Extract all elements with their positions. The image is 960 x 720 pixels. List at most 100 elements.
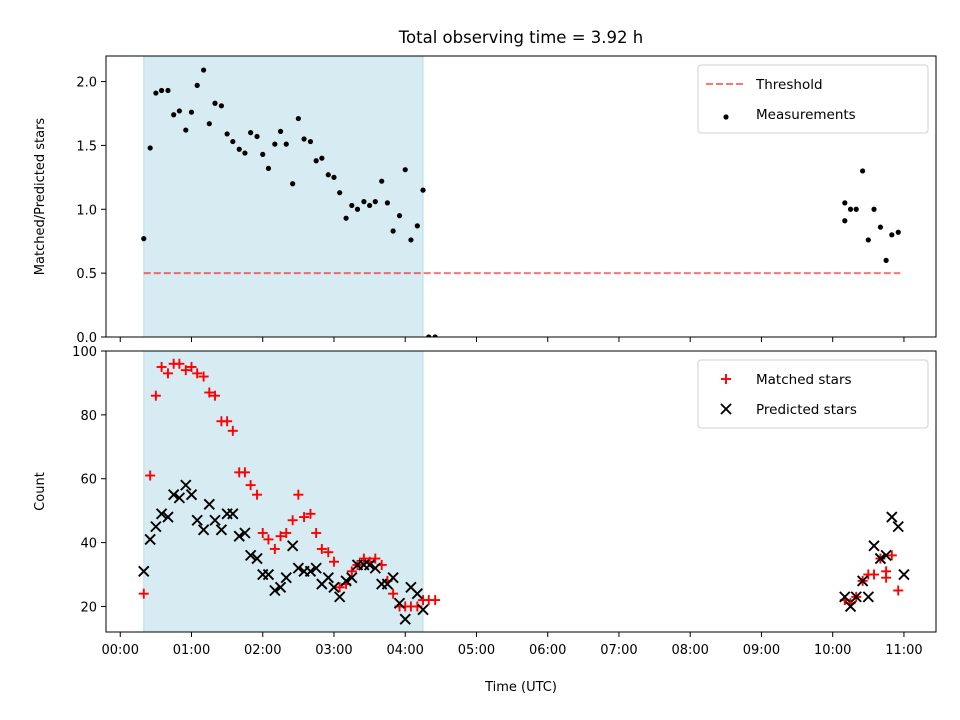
predicted-star-point <box>168 489 180 501</box>
y-tick-label: 1.0 <box>76 203 97 218</box>
legend-box <box>697 359 929 429</box>
predicted-star-point <box>150 520 162 533</box>
matched-star-point <box>881 572 892 583</box>
measurement-point <box>337 190 343 196</box>
matched-star-point <box>328 556 339 567</box>
predicted-star-point <box>399 613 411 625</box>
matched-star-point <box>275 531 286 542</box>
predicted-star-point <box>334 591 346 603</box>
matched-star-point <box>257 528 268 539</box>
predicted-star-point <box>162 511 174 523</box>
measurement-point <box>354 206 361 212</box>
y-tick-label: 1.5 <box>76 139 97 154</box>
predicted-star-point <box>892 520 904 533</box>
measurement-point <box>183 127 189 133</box>
predicted-star-point <box>173 492 186 504</box>
x-tick-label: 08:00 <box>671 643 708 658</box>
matched-star-point <box>869 569 880 580</box>
matched-star-point <box>150 390 161 401</box>
predicted-star-point <box>180 479 192 491</box>
matched-star-point <box>145 470 156 481</box>
y-tick-label: 40 <box>80 537 97 552</box>
predicted-star-point <box>417 603 429 616</box>
measurement-point <box>414 223 420 229</box>
predicted-star-point <box>138 565 150 578</box>
matched-star-point <box>370 553 381 564</box>
measurement-point <box>277 128 284 134</box>
measurement-point <box>432 334 438 337</box>
predicted-star-point <box>286 540 299 552</box>
predicted-star-point <box>262 568 275 581</box>
matched-star-point <box>886 550 897 561</box>
matched-star-point <box>287 515 298 526</box>
measurement-point <box>889 232 895 238</box>
predicted-star-point <box>393 597 406 609</box>
observing-window-band <box>143 56 424 337</box>
predicted-star-point <box>346 572 358 584</box>
legend: Matched stars Predicted stars <box>697 359 929 429</box>
measurement-point <box>384 200 391 206</box>
legend: Threshold Measurements <box>697 64 929 134</box>
predicted-star-point <box>185 489 198 501</box>
y-tick-label: 80 <box>80 409 97 424</box>
measurement-point <box>883 257 889 263</box>
matched-star-point <box>430 595 441 606</box>
predicted-star-point <box>844 600 857 613</box>
legend-measurement-swatch <box>723 114 729 120</box>
plot-area <box>138 351 910 632</box>
legend-entry-label: Threshold <box>755 77 823 93</box>
measurement-point <box>372 199 378 205</box>
predicted-star-point <box>244 549 257 562</box>
measurement-point <box>426 334 432 337</box>
measurement-point <box>367 202 373 209</box>
predicted-star-point <box>862 591 874 603</box>
measurement-point <box>307 138 314 145</box>
predicted-star-point <box>215 524 228 536</box>
matched-star-point <box>245 480 256 491</box>
predicted-star-point <box>292 562 305 574</box>
matched-star-point <box>252 489 263 500</box>
measurement-point <box>408 237 414 243</box>
legend-predicted-swatch <box>720 403 732 415</box>
predicted-star-point <box>269 584 281 597</box>
matched-star-point <box>388 588 399 599</box>
measurement-point <box>265 165 272 171</box>
x-tick-label: 00:00 <box>102 643 139 658</box>
measurement-point <box>402 167 408 173</box>
measurement-point <box>877 224 884 230</box>
measurement-point <box>201 67 207 73</box>
measurement-point <box>301 136 307 142</box>
measurement-point <box>254 133 260 140</box>
predicted-star-point <box>155 508 168 520</box>
measurement-point <box>349 202 355 209</box>
y-tick-label: 60 <box>80 473 97 488</box>
matched-star-point <box>239 467 250 478</box>
matched-star-point <box>269 543 280 554</box>
measurement-point <box>396 213 403 219</box>
predicted-star-point <box>322 572 334 584</box>
matched-star-point <box>156 361 167 372</box>
y-tick-label: 2.0 <box>76 76 97 91</box>
matched-star-point <box>305 508 316 519</box>
count-panel: 20 40 60 80 100 Count 00:00 01:00 02:00 03:00 04:0… <box>33 345 937 658</box>
measurement-point <box>325 172 331 178</box>
measurement-point <box>165 87 171 94</box>
matched-star-point <box>186 361 197 372</box>
legend-entry-label: Predicted stars <box>756 402 857 418</box>
figure-title: Total observing time = 3.92 h <box>398 28 643 47</box>
measurement-point <box>361 199 367 205</box>
predicted-star-point <box>233 530 245 542</box>
measurement-point <box>313 158 319 164</box>
matched-star-point <box>316 543 327 554</box>
x-tick-label: 11:00 <box>885 643 922 658</box>
measurement-point <box>860 168 866 174</box>
measurement-point <box>865 237 871 243</box>
predicted-star-point <box>310 562 322 574</box>
y-tick-label: 100 <box>72 345 97 360</box>
measurement-point <box>141 236 147 242</box>
measurement-point <box>842 200 848 206</box>
measurement-point <box>283 141 289 147</box>
measurement-point <box>218 103 225 109</box>
measurement-point <box>390 228 396 234</box>
y-tick-label: 0.5 <box>76 267 97 282</box>
